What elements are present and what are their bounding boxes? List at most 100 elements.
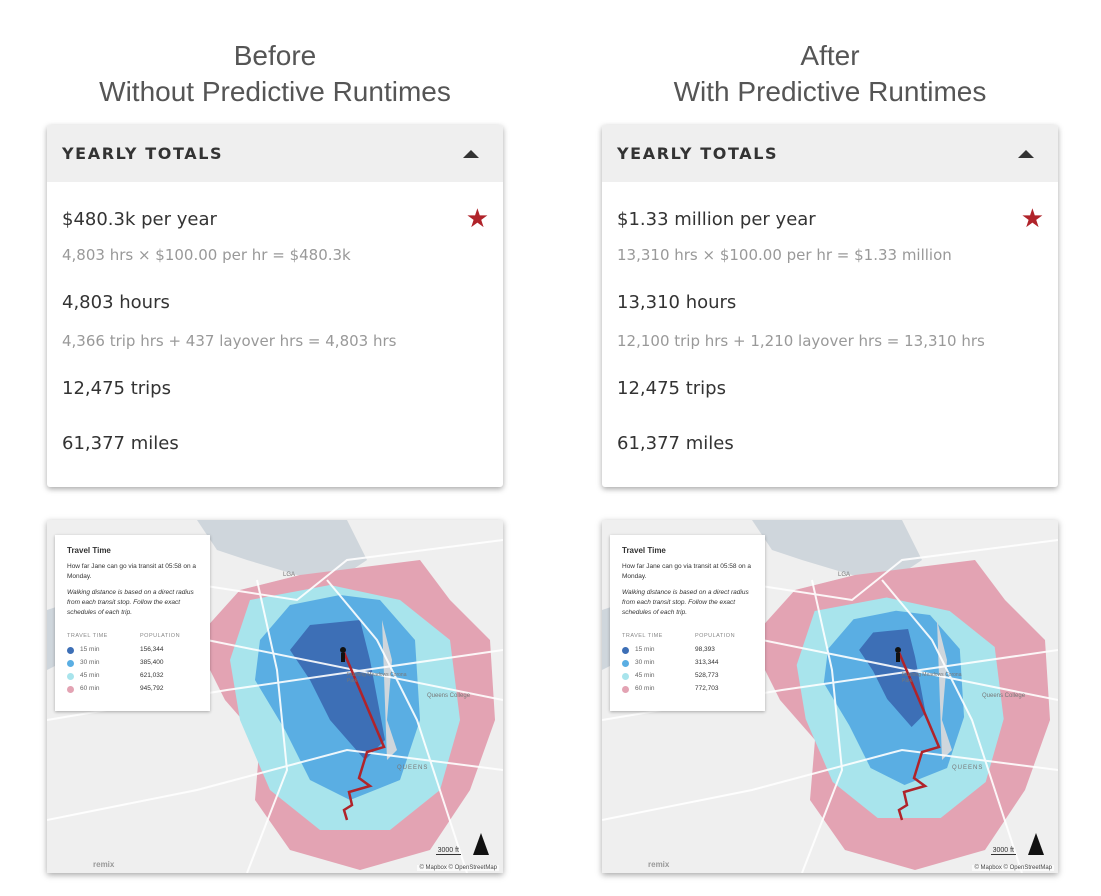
label-college: Queens College	[982, 693, 1026, 699]
panel-title: YEARLY TOTALS	[62, 144, 224, 163]
legend-row: 45 min 528,773	[622, 672, 757, 682]
legend-description: How far Jane can go via transit at 05:58…	[67, 563, 196, 580]
legend-time: 15 min	[635, 646, 655, 653]
route-line	[896, 649, 941, 821]
label-lga: LGA	[838, 572, 851, 578]
cost-per-year: $1.33 million per year	[617, 209, 816, 230]
title-line-1: Before	[233, 40, 317, 71]
panel-title: YEARLY TOTALS	[617, 144, 779, 163]
map-attribution[interactable]: © Mapbox © OpenStreetMap	[972, 865, 1054, 871]
label-park: Flushing Meadows Corona Park	[902, 672, 962, 684]
legend-time: 15 min	[80, 646, 100, 653]
legend-header-population: POPULATION	[695, 633, 736, 639]
legend-note: Walking distance is based on a direct ra…	[67, 589, 194, 616]
legend-swatch	[622, 660, 629, 667]
caret-up-icon[interactable]	[463, 150, 479, 158]
legend-swatch	[622, 647, 629, 654]
legend-swatch	[67, 660, 74, 667]
legend-population: 621,032	[140, 672, 164, 679]
legend-time: 60 min	[635, 685, 655, 692]
isochrone-15-min	[859, 629, 926, 727]
park-lake	[937, 620, 952, 760]
scale-bar: 3000 ft	[990, 847, 1016, 855]
rider-body	[341, 653, 345, 662]
north-arrow-icon	[1028, 833, 1044, 855]
legend-row: 30 min 313,344	[622, 659, 757, 669]
legend-population: 313,344	[695, 659, 719, 666]
legend-swatch	[622, 673, 629, 680]
legend-population: 98,393	[695, 646, 715, 653]
yearly-totals-panel: YEARLY TOTALS ★ $1.33 million per year 1…	[602, 125, 1058, 487]
label-park: Flushing Meadows Corona Park	[347, 672, 407, 684]
legend-description: How far Jane can go via transit at 05:58…	[622, 563, 751, 580]
legend-row: 30 min 385,400	[67, 659, 202, 669]
legend-note: Walking distance is based on a direct ra…	[622, 589, 749, 616]
total-trips: 12,475 trips	[62, 378, 171, 399]
scale-bar: 3000 ft	[435, 847, 461, 855]
park-lake	[382, 620, 397, 760]
legend-population: 385,400	[140, 659, 164, 666]
legend-time: 45 min	[80, 672, 100, 679]
legend-swatch	[67, 647, 74, 654]
legend-swatch	[67, 673, 74, 680]
title-line-1: After	[800, 40, 860, 71]
title-line-2: Without Predictive Runtimes	[99, 76, 451, 107]
label-college: Queens College	[427, 693, 471, 699]
cost-detail: 4,803 hrs × $100.00 per hr = $480.3k	[62, 246, 351, 264]
cost-detail: 13,310 hrs × $100.00 per hr = $1.33 mill…	[617, 246, 952, 264]
legend-header-time: TRAVEL TIME	[67, 633, 108, 639]
legend-header-population: POPULATION	[140, 633, 181, 639]
remix-logo: remix	[93, 860, 115, 869]
rider-body	[896, 653, 900, 662]
legend-population: 945,792	[140, 685, 164, 692]
legend-time: 30 min	[635, 659, 655, 666]
legend-population: 772,703	[695, 685, 719, 692]
legend-population: 528,773	[695, 672, 719, 679]
legend-time: 30 min	[80, 659, 100, 666]
travel-time-map[interactable]: LGA Flushing Meadows Corona Park Queens …	[47, 520, 503, 873]
legend-header-time: TRAVEL TIME	[622, 633, 663, 639]
total-miles: 61,377 miles	[617, 433, 734, 454]
legend-row: 60 min 772,703	[622, 685, 757, 695]
total-hours: 13,310 hours	[617, 292, 737, 313]
total-trips: 12,475 trips	[617, 378, 726, 399]
label-queens: QUEENS	[952, 765, 984, 771]
legend-title: Travel Time	[622, 546, 666, 555]
hours-detail: 12,100 trip hrs + 1,210 layover hrs = 13…	[617, 332, 985, 350]
label-lga: LGA	[283, 572, 296, 578]
water-bay	[197, 520, 367, 580]
map-attribution[interactable]: © Mapbox © OpenStreetMap	[417, 865, 499, 871]
legend-swatch	[622, 686, 629, 693]
legend-row: 60 min 945,792	[67, 685, 202, 695]
travel-time-legend: Travel Time How far Jane can go via tran…	[55, 535, 210, 711]
column-title: After With Predictive Runtimes	[562, 38, 1098, 110]
legend-row: 15 min 98,393	[622, 646, 757, 656]
column-title: Before Without Predictive Runtimes	[7, 38, 543, 110]
rider-icon	[895, 647, 901, 653]
legend-population: 156,344	[140, 646, 164, 653]
total-miles: 61,377 miles	[62, 433, 179, 454]
cost-per-year: $480.3k per year	[62, 209, 217, 230]
travel-time-legend: Travel Time How far Jane can go via tran…	[610, 535, 765, 711]
star-icon[interactable]: ★	[1020, 203, 1044, 233]
panel-header[interactable]: YEARLY TOTALS	[602, 125, 1058, 182]
map-canvas	[602, 520, 1058, 873]
legend-title: Travel Time	[67, 546, 111, 555]
total-hours: 4,803 hours	[62, 292, 170, 313]
legend-time: 60 min	[80, 685, 100, 692]
panel-header[interactable]: YEARLY TOTALS	[47, 125, 503, 182]
caret-up-icon[interactable]	[1018, 150, 1034, 158]
route-line	[341, 649, 386, 821]
water-bay	[752, 520, 922, 580]
roads	[602, 539, 1058, 873]
isochrone-15-min	[290, 620, 385, 760]
rider-icon	[340, 647, 346, 653]
legend-swatch	[67, 686, 74, 693]
legend-time: 45 min	[635, 672, 655, 679]
label-queens: QUEENS	[397, 765, 429, 771]
hours-detail: 4,366 trip hrs + 437 layover hrs = 4,803…	[62, 332, 397, 350]
travel-time-map[interactable]: LGA Flushing Meadows Corona Park Queens …	[602, 520, 1058, 873]
title-line-2: With Predictive Runtimes	[673, 76, 987, 107]
remix-logo: remix	[648, 860, 670, 869]
star-icon[interactable]: ★	[465, 203, 489, 233]
